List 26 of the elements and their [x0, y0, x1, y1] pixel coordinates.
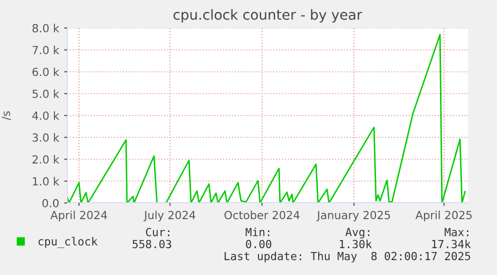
y-tick-label: 7.0 k [32, 46, 60, 54]
y-tick-label: 8.0 k [32, 24, 60, 32]
y-tick-label: 5.0 k [32, 89, 60, 98]
y-tick-label: 0.0 [42, 198, 59, 208]
text: Last update: Thu May 8 02:00:17 2025 [224, 252, 470, 262]
x-tick-label: April 2025 [415, 210, 472, 222]
x-tick-label: July 2024 [144, 210, 196, 222]
x-tick-label: January 2025 [316, 210, 390, 222]
text: 0.00 [246, 240, 272, 248]
chart-title: cpu.clock counter - by year [174, 9, 362, 23]
y-tick-label: 4.0 k [32, 111, 60, 120]
text: Min: [246, 228, 270, 236]
text: 558.03 [132, 240, 172, 248]
x-tick-label: April 2024 [50, 210, 107, 222]
y-tick-label: 3.0 k [32, 133, 60, 142]
text: 1.30k [340, 240, 372, 248]
legend-label: cpu_clock [38, 236, 98, 248]
text: Avg: [345, 228, 370, 238]
y-axis-title: /s [2, 111, 11, 120]
text: 17.34k [432, 240, 471, 248]
text: Cur: [146, 228, 170, 236]
y-tick-label: 6.0 k [32, 68, 60, 76]
y-tick-label: 1.0 k [32, 176, 60, 186]
text: Max: [444, 228, 468, 236]
x-tick-label: October 2024 [224, 210, 300, 220]
y-tick-label: 2.0 k [32, 155, 60, 164]
